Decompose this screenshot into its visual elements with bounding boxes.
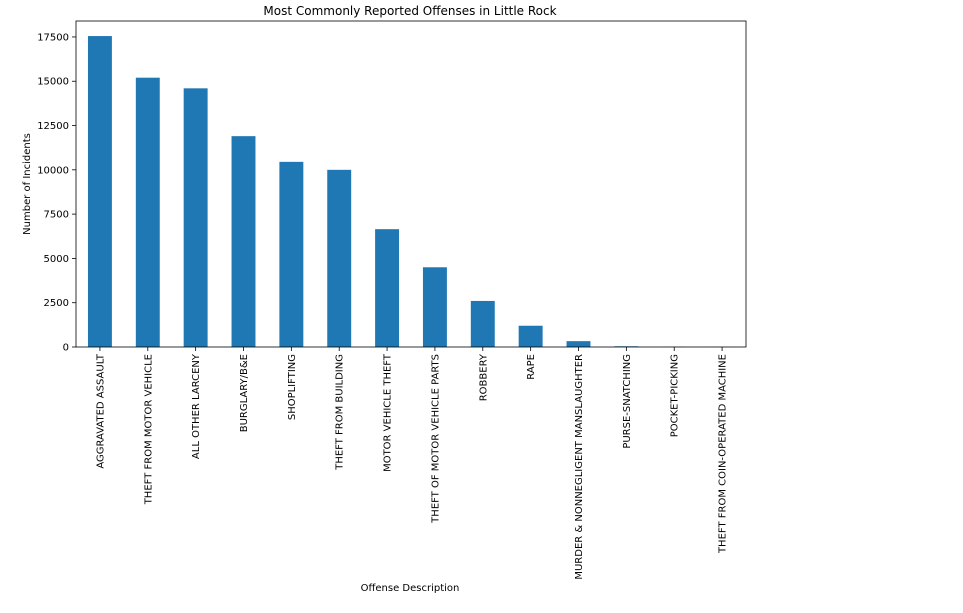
x-tick-label: POCKET-PICKING (670, 354, 681, 437)
x-tick-label: PURSE-SNATCHING (622, 354, 633, 449)
bar (135, 77, 160, 348)
y-tick-label: 15000 (37, 77, 69, 88)
x-tick-label: RAPE (526, 354, 537, 380)
chart-title: Most Commonly Reported Offenses in Littl… (263, 4, 556, 18)
bar (279, 161, 304, 347)
bar (87, 36, 112, 347)
x-tick-label: AGGRAVATED ASSAULT (95, 353, 106, 469)
x-tick-label: ROBBERY (478, 353, 489, 401)
y-tick-label: 2500 (44, 298, 69, 309)
bar (470, 300, 495, 347)
y-axis: 0 2500 5000 7500 10000 12500 15000 17500 (37, 32, 76, 354)
x-tick-label: ALL OTHER LARCENY (191, 353, 202, 459)
bar (422, 267, 447, 347)
x-tick-label: MOTOR VEHICLE THEFT (383, 353, 394, 472)
x-tick-label: MURDER & NONNEGLIGENT MANSLAUGHTER (574, 354, 585, 580)
y-tick-label: 0 (63, 343, 69, 354)
x-tick-label: THEFT FROM MOTOR VEHICLE (143, 354, 154, 505)
bar (566, 341, 591, 347)
x-tick-label: BURGLARY/B&E (239, 354, 250, 432)
bar (518, 325, 543, 347)
y-tick-label: 10000 (37, 165, 69, 176)
x-tick-label: THEFT FROM COIN-OPERATED MACHINE (718, 354, 729, 554)
y-axis-label: Number of Incidents (22, 133, 33, 235)
bar (375, 229, 400, 347)
plot-frame (75, 20, 747, 348)
bar (231, 136, 256, 347)
y-tick-label: 17500 (37, 32, 69, 43)
x-axis-label: Offense Description (361, 583, 460, 594)
bars (87, 36, 735, 348)
x-tick-label: THEFT FROM BUILDING (335, 354, 346, 471)
y-tick-label: 7500 (44, 210, 69, 221)
y-tick-label: 5000 (44, 254, 69, 265)
x-tick-label: THEFT OF MOTOR VEHICLE PARTS (430, 354, 441, 524)
x-tick-label: SHOPLIFTING (287, 354, 298, 420)
bar (183, 88, 208, 348)
bar (327, 169, 352, 347)
x-axis: AGGRAVATED ASSAULT THEFT FROM MOTOR VEHIC… (95, 347, 729, 580)
y-tick-label: 12500 (37, 121, 69, 132)
